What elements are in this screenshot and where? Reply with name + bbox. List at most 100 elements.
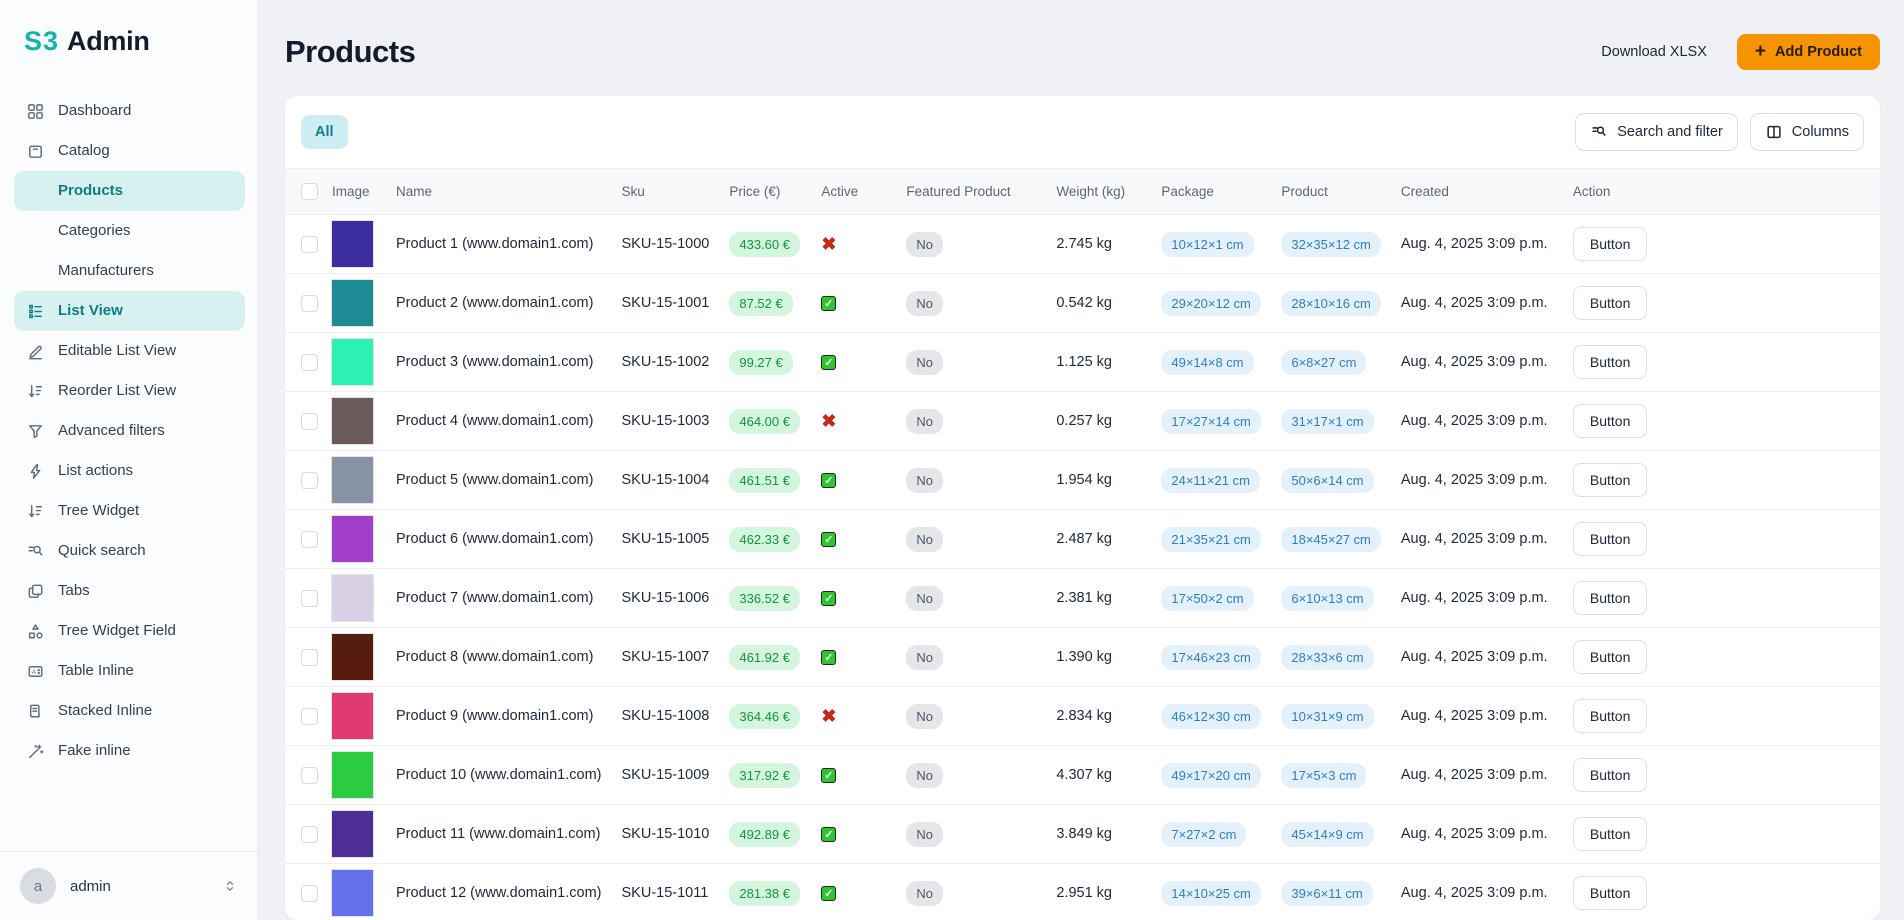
row-checkbox[interactable] xyxy=(301,531,318,548)
table-inline-icon: A xyxy=(26,662,45,681)
table-row: Product 7 (www.domain1.com) SKU-15-1006 … xyxy=(285,569,1880,628)
search-lines-icon xyxy=(26,542,45,561)
product-image[interactable] xyxy=(332,221,373,267)
row-checkbox[interactable] xyxy=(301,590,318,607)
sidebar-item-tree-widget[interactable]: Tree Widget xyxy=(14,491,245,531)
column-header-product[interactable]: Product xyxy=(1271,169,1391,215)
row-checkbox[interactable] xyxy=(301,767,318,784)
product-image[interactable] xyxy=(332,339,373,385)
table-row: Product 8 (www.domain1.com) SKU-15-1007 … xyxy=(285,628,1880,687)
column-header-featured[interactable]: Featured Product xyxy=(896,169,1046,215)
price-badge: 364.46 € xyxy=(729,704,800,729)
avatar: a xyxy=(20,868,56,904)
product-image[interactable] xyxy=(332,398,373,444)
sidebar-item-dashboard[interactable]: Dashboard xyxy=(14,91,245,131)
product-weight: 2.834 kg xyxy=(1046,687,1151,746)
active-yes-icon: ✓ xyxy=(821,296,836,311)
select-all-checkbox[interactable] xyxy=(301,183,318,200)
user-menu[interactable]: a admin xyxy=(0,851,257,920)
sidebar-item-stacked-inline[interactable]: Stacked Inline xyxy=(14,691,245,731)
product-image[interactable] xyxy=(332,752,373,798)
chevron-up-down-icon[interactable] xyxy=(223,878,237,894)
column-header-sku[interactable]: Sku xyxy=(612,169,720,215)
row-checkbox[interactable] xyxy=(301,649,318,666)
product-image[interactable] xyxy=(332,870,373,916)
row-action-button[interactable]: Button xyxy=(1573,817,1647,851)
column-header-price[interactable]: Price (€) xyxy=(719,169,811,215)
svg-text:A: A xyxy=(32,668,37,675)
active-no-icon: ✖ xyxy=(821,411,836,431)
download-xlsx-link[interactable]: Download XLSX xyxy=(1601,44,1707,60)
product-image[interactable] xyxy=(332,811,373,857)
sidebar-item-reorder-list-view[interactable]: Reorder List View xyxy=(14,371,245,411)
sidebar-item-list-view[interactable]: List View xyxy=(14,291,245,331)
row-action-button[interactable]: Button xyxy=(1573,581,1647,615)
row-checkbox[interactable] xyxy=(301,354,318,371)
search-and-filter-button[interactable]: Search and filter xyxy=(1575,113,1738,151)
filter-tab-all[interactable]: All xyxy=(301,115,348,149)
row-action-button[interactable]: Button xyxy=(1573,286,1647,320)
column-header-active[interactable]: Active xyxy=(811,169,896,215)
product-image[interactable] xyxy=(332,693,373,739)
price-badge: 336.52 € xyxy=(729,586,800,611)
price-badge: 317.92 € xyxy=(729,763,800,788)
row-checkbox[interactable] xyxy=(301,708,318,725)
sidebar-nav: Dashboard Catalog Products Categories Ma… xyxy=(0,77,257,851)
row-action-button[interactable]: Button xyxy=(1573,404,1647,438)
row-checkbox[interactable] xyxy=(301,472,318,489)
featured-badge: No xyxy=(906,291,943,316)
featured-badge: No xyxy=(906,232,943,257)
row-action-button[interactable]: Button xyxy=(1573,758,1647,792)
product-image[interactable] xyxy=(332,634,373,680)
column-header-weight[interactable]: Weight (kg) xyxy=(1046,169,1151,215)
sidebar-item-products[interactable]: Products xyxy=(14,171,245,211)
row-action-button[interactable]: Button xyxy=(1573,699,1647,733)
row-action-button[interactable]: Button xyxy=(1573,463,1647,497)
column-header-package[interactable]: Package xyxy=(1151,169,1271,215)
row-action-button[interactable]: Button xyxy=(1573,345,1647,379)
add-product-button[interactable]: + Add Product xyxy=(1737,34,1880,70)
sidebar-item-catalog[interactable]: Catalog xyxy=(14,131,245,171)
sidebar-item-fake-inline[interactable]: Fake inline xyxy=(14,731,245,771)
row-action-button[interactable]: Button xyxy=(1573,876,1647,910)
row-action-button[interactable]: Button xyxy=(1573,227,1647,261)
package-dimensions-badge: 21×35×21 cm xyxy=(1161,527,1261,552)
row-checkbox[interactable] xyxy=(301,295,318,312)
column-header-name[interactable]: Name xyxy=(386,169,612,215)
sidebar-item-quick-search[interactable]: Quick search xyxy=(14,531,245,571)
product-image[interactable] xyxy=(332,575,373,621)
row-checkbox[interactable] xyxy=(301,885,318,902)
row-checkbox[interactable] xyxy=(301,413,318,430)
row-checkbox[interactable] xyxy=(301,826,318,843)
product-image[interactable] xyxy=(332,280,373,326)
row-action-button[interactable]: Button xyxy=(1573,640,1647,674)
product-image[interactable] xyxy=(332,457,373,503)
sidebar-item-advanced-filters[interactable]: Advanced filters xyxy=(14,411,245,451)
columns-button[interactable]: Columns xyxy=(1750,113,1864,151)
column-header-image[interactable]: Image xyxy=(322,169,386,215)
app-root: S3 Admin Dashboard Catalog Products Cate… xyxy=(0,0,1904,920)
row-action-button[interactable]: Button xyxy=(1573,522,1647,556)
product-sku: SKU-15-1009 xyxy=(612,746,720,805)
created-timestamp: Aug. 4, 2025 3:09 p.m. xyxy=(1391,392,1563,451)
sort-descending-icon xyxy=(26,502,45,521)
sidebar-item-manufacturers[interactable]: Manufacturers xyxy=(14,251,245,291)
column-header-created[interactable]: Created xyxy=(1391,169,1563,215)
plus-icon: + xyxy=(1755,45,1766,59)
product-dimensions-badge: 6×8×27 cm xyxy=(1281,350,1366,375)
sidebar-item-table-inline[interactable]: A Table Inline xyxy=(14,651,245,691)
sidebar-item-label: List View xyxy=(58,300,123,322)
sidebar-item-list-actions[interactable]: List actions xyxy=(14,451,245,491)
row-checkbox[interactable] xyxy=(301,236,318,253)
product-image[interactable] xyxy=(332,516,373,562)
product-sku: SKU-15-1010 xyxy=(612,805,720,864)
created-timestamp: Aug. 4, 2025 3:09 p.m. xyxy=(1391,864,1563,920)
sidebar-item-categories[interactable]: Categories xyxy=(14,211,245,251)
product-sku: SKU-15-1008 xyxy=(612,687,720,746)
sidebar-item-tree-widget-field[interactable]: Tree Widget Field xyxy=(14,611,245,651)
sidebar-item-tabs[interactable]: Tabs xyxy=(14,571,245,611)
product-name: Product 3 (www.domain1.com) xyxy=(386,333,612,392)
product-sku: SKU-15-1005 xyxy=(612,510,720,569)
page-header: Products Download XLSX + Add Product xyxy=(258,0,1904,96)
sidebar-item-editable-list-view[interactable]: Editable List View xyxy=(14,331,245,371)
